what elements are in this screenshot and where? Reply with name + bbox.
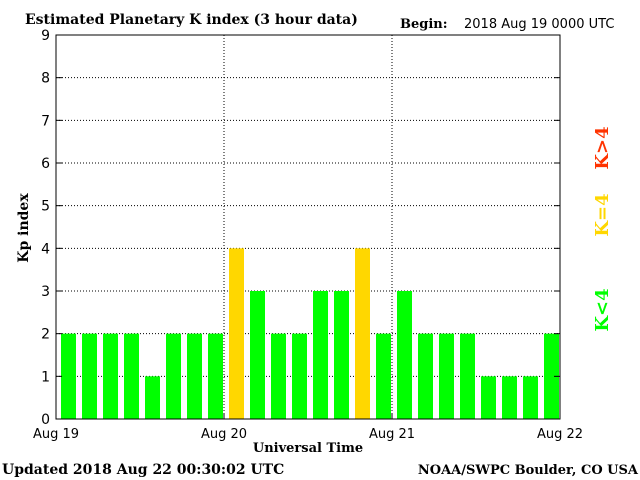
- chart-grid: [56, 35, 560, 419]
- x-axis-label: Universal Time: [253, 441, 363, 456]
- kp-bar: [418, 333, 433, 419]
- y-tick-label: 5: [41, 199, 50, 215]
- kp-bar: [61, 333, 76, 419]
- y-tick-label: 8: [41, 71, 50, 87]
- kp-bar: [397, 291, 412, 419]
- x-tick-label: Aug 21: [369, 427, 415, 442]
- y-tick-label: 1: [41, 369, 50, 385]
- bar-group: [61, 248, 559, 419]
- kp-bar: [292, 333, 307, 419]
- y-tick-label: 6: [41, 156, 50, 172]
- begin-value: 2018 Aug 19 0000 UTC: [464, 17, 614, 32]
- kp-bar: [82, 333, 97, 419]
- updated-timestamp: Updated 2018 Aug 22 00:30:02 UTC: [2, 462, 284, 478]
- chart-title: Estimated Planetary K index (3 hour data…: [25, 12, 358, 28]
- kp-bar: [439, 333, 454, 419]
- y-tick-label: 4: [41, 241, 50, 257]
- kp-bar: [481, 376, 496, 419]
- y-tick-label: 0: [41, 412, 50, 428]
- y-tick-label: 2: [41, 327, 50, 343]
- kp-bar: [523, 376, 538, 419]
- kp-bar: [187, 333, 202, 419]
- y-tick-label: 9: [41, 28, 50, 44]
- kp-bar: [271, 333, 286, 419]
- kp-bar: [145, 376, 160, 419]
- kp-bar: [502, 376, 517, 419]
- begin-label: Begin:: [400, 17, 448, 32]
- y-axis-label: Kp index: [16, 193, 32, 263]
- y-tick-label: 3: [41, 284, 50, 300]
- legend-k-equal-4: K=4: [592, 193, 613, 236]
- x-tick-label: Aug 22: [537, 427, 583, 442]
- kp-bar: [460, 333, 475, 419]
- source-credit: NOAA/SWPC Boulder, CO USA: [418, 463, 639, 478]
- x-tick-label: Aug 20: [201, 427, 247, 442]
- kp-bar: [376, 333, 391, 419]
- kp-bar: [208, 333, 223, 419]
- kp-bar: [103, 333, 118, 419]
- kp-bar: [334, 291, 349, 419]
- kp-bar: [544, 333, 559, 419]
- kp-bar: [355, 248, 370, 419]
- legend-k-less-than-4: K<4: [592, 288, 613, 331]
- kp-bar: [250, 291, 265, 419]
- kp-bar: [166, 333, 181, 419]
- y-tick-label: 7: [41, 113, 50, 129]
- y-axis-ticks: 0 1 2 3 4 5 6 7 8 9: [41, 28, 560, 428]
- kp-bar: [124, 333, 139, 419]
- kp-bar: [313, 291, 328, 419]
- plot-frame: [55, 34, 561, 420]
- legend-k-greater-than-4: K>4: [592, 126, 613, 169]
- x-tick-label: Aug 19: [33, 427, 79, 442]
- x-axis-ticks: Aug 19 Aug 20 Aug 21 Aug 22: [33, 413, 583, 442]
- kp-bar: [229, 248, 244, 419]
